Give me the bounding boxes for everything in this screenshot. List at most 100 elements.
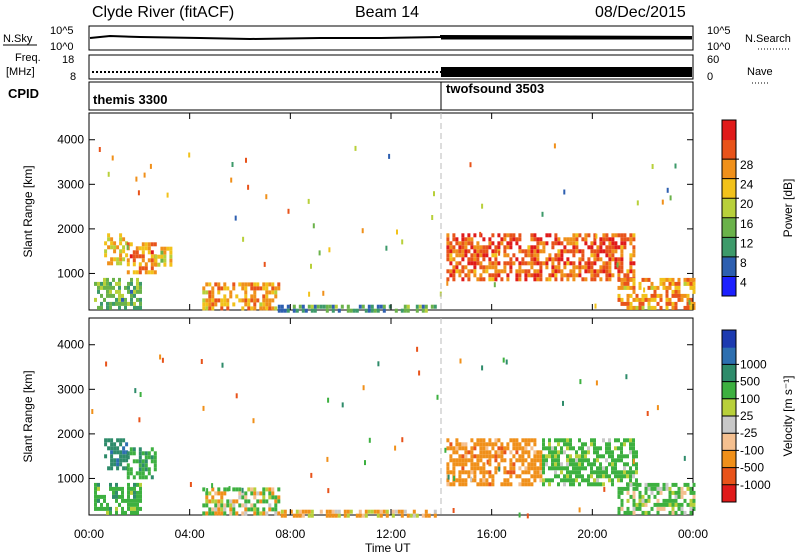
scatter-point xyxy=(377,361,380,367)
nave-tick-top: 60 xyxy=(707,54,719,66)
colorbar-segment xyxy=(722,398,736,417)
scatter-point xyxy=(252,418,255,424)
scatter-point xyxy=(431,215,434,220)
y-tick-label: 2000 xyxy=(57,222,84,236)
scatter-point xyxy=(326,456,329,462)
colorbar-segment xyxy=(722,416,736,434)
scatter-point xyxy=(502,357,505,363)
scatter-point xyxy=(418,370,421,376)
colorbar-tick-label: 1000 xyxy=(740,357,767,371)
scatter-point xyxy=(231,162,234,167)
scatter-point xyxy=(459,358,462,364)
nave-label: Nave xyxy=(747,66,773,78)
freq-tick-top: 18 xyxy=(62,54,74,66)
x-tick-label: 08:00 xyxy=(275,527,305,541)
colorbar-segment xyxy=(722,237,736,258)
colorbar-tick-label: -100 xyxy=(740,443,764,457)
heatmap-region-1 xyxy=(104,233,129,266)
scatter-point xyxy=(189,482,192,487)
x-tick-label: 16:00 xyxy=(477,527,507,541)
heatmap-region-5 xyxy=(277,304,437,313)
heatmap-region-3 xyxy=(202,487,281,516)
scatter-point xyxy=(603,486,606,492)
colorbar-tick-label: 8 xyxy=(740,256,747,270)
scatter-point xyxy=(481,203,484,209)
colorbar-segment xyxy=(722,467,736,486)
colorbar-segment xyxy=(722,256,736,277)
scatter-point xyxy=(452,508,455,513)
scatter-point xyxy=(143,172,146,178)
heatmap-region-0 xyxy=(94,482,142,515)
scatter-point xyxy=(563,189,566,195)
y-tick-label: 1000 xyxy=(57,266,84,280)
scatter-point xyxy=(396,229,398,235)
scatter-point xyxy=(526,513,529,519)
freq-unit: [MHz] xyxy=(6,66,35,78)
y-tick-label: 3000 xyxy=(57,177,84,191)
scatter-point xyxy=(166,192,169,198)
heatmap-cells xyxy=(91,346,696,519)
scatter-point xyxy=(562,400,564,406)
scatter-point xyxy=(134,388,137,394)
scatter-point xyxy=(247,184,250,190)
heatmap-region-6 xyxy=(446,233,636,282)
heatmap-region-0 xyxy=(94,277,142,310)
nsky-label: N.Sky xyxy=(3,33,33,45)
scatter-point xyxy=(310,263,312,269)
scatter-point xyxy=(518,512,521,518)
y-axis-label: Slant Range [km] xyxy=(21,165,35,257)
heatmap-region-3 xyxy=(154,246,173,267)
scatter-point xyxy=(265,194,268,200)
colorbar-tick-label: 4 xyxy=(740,275,747,289)
y-axis-label: Slant Range [km] xyxy=(21,370,35,462)
scatter-point xyxy=(388,153,391,159)
scatter-point xyxy=(322,290,325,296)
scatter-point xyxy=(578,507,581,513)
scatter-point xyxy=(636,200,639,206)
colorbar-tick-label: -500 xyxy=(740,461,764,475)
scatter-point xyxy=(481,365,484,371)
scatter-point xyxy=(327,397,330,403)
scatter-point xyxy=(318,250,321,256)
colorbar-tick-label: -1000 xyxy=(740,478,771,492)
scatter-point xyxy=(364,460,366,466)
date-title: 08/Dec/2015 xyxy=(595,4,686,21)
scatter-point xyxy=(235,393,238,399)
heatmap-region-6 xyxy=(542,438,638,487)
beam-title: Beam 14 xyxy=(355,4,419,21)
station-title: Clyde River (fitACF) xyxy=(92,4,234,21)
scatter-point xyxy=(354,145,357,151)
colorbar-segment xyxy=(722,159,736,180)
noise-tick-top-right: 10^5 xyxy=(707,25,731,37)
scatter-point xyxy=(683,455,686,461)
time-axis: 00:00 04:00 08:00 12:00 16:00 20:00 00:00 xyxy=(74,527,708,541)
heatmap-region-4 xyxy=(202,282,281,311)
scatter-point xyxy=(188,152,191,158)
scatter-point xyxy=(368,437,371,443)
velocity-colorbar: -1000 -500 -100 -25 25 100 500 1000 Velocity [m … xyxy=(721,329,795,503)
scatter-point xyxy=(245,157,247,163)
scatter-point xyxy=(401,437,404,443)
scatter-point xyxy=(310,472,313,478)
scatter-point xyxy=(401,239,404,245)
scatter-point xyxy=(595,380,598,386)
heatmap-region-7 xyxy=(617,482,696,515)
y-tick-label: 2000 xyxy=(57,427,84,441)
scatter-point xyxy=(385,245,388,251)
scatter-point xyxy=(541,211,544,217)
nave-trace xyxy=(441,67,692,77)
cpid-segment-1: themis 3300 xyxy=(93,92,167,107)
scatter-point xyxy=(91,409,94,414)
scatter-point xyxy=(594,303,597,309)
scatter-point xyxy=(595,233,598,239)
colorbar-segment xyxy=(722,330,736,348)
x-tick-label: 00:00 xyxy=(678,527,708,541)
scatter-point xyxy=(688,299,691,305)
scatter-point xyxy=(287,208,290,214)
scatter-point xyxy=(138,417,141,423)
freq-label: Freq. xyxy=(15,52,41,64)
colorbar-segment xyxy=(722,347,736,365)
colorbar-tick-label: 12 xyxy=(740,236,754,250)
colorbar-tick-label: 100 xyxy=(740,392,760,406)
